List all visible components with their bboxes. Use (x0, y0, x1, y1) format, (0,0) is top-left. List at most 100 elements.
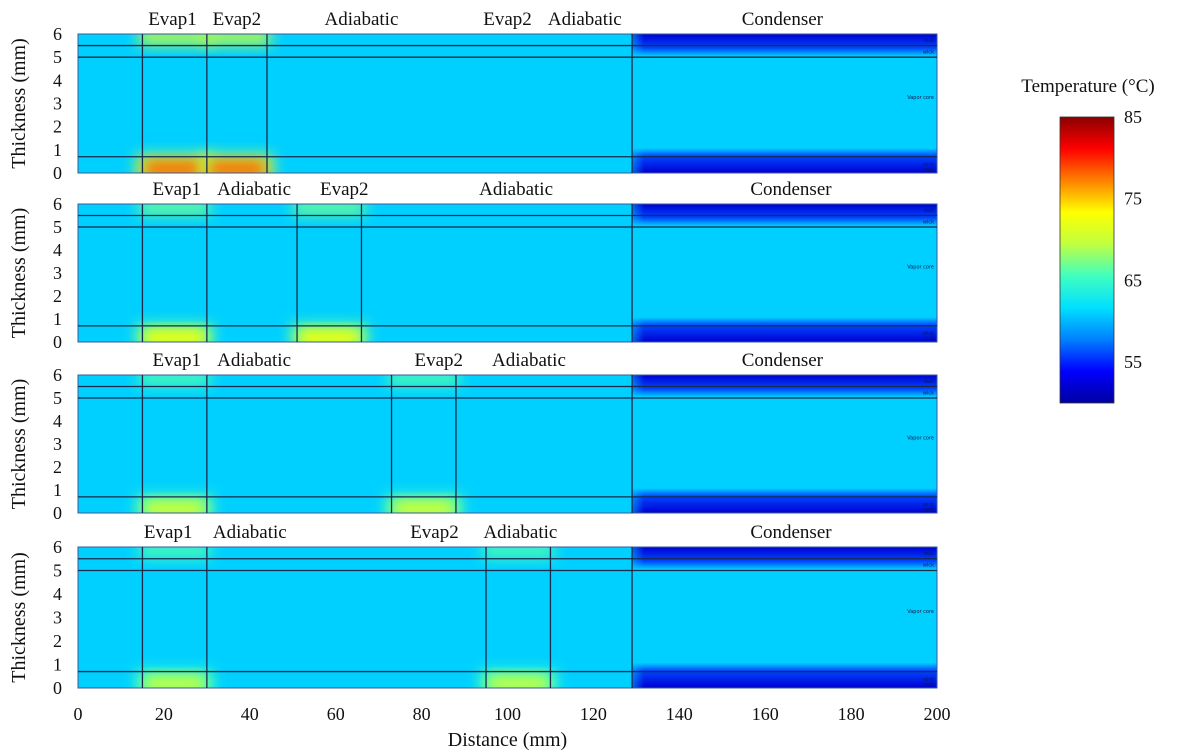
colorbar-tick-labels: 55 65 75 85 (1124, 107, 1142, 372)
zone-label: Adiabatic (217, 350, 291, 371)
condenser-transition (632, 375, 645, 513)
y-tick-label: 1 (53, 480, 62, 500)
region-label-wick-bottom: wick (923, 502, 934, 508)
y-tick-label: 2 (53, 117, 62, 137)
x-tick-label: 20 (155, 704, 173, 724)
condenser-field (632, 547, 937, 688)
y-tick-label: 2 (53, 457, 62, 477)
y-tick-label: 3 (53, 94, 62, 114)
condenser-transition (632, 34, 645, 173)
zone-label: Adiabatic (325, 9, 399, 30)
condenser-transition (632, 204, 645, 342)
y-tick-label: 5 (53, 47, 62, 67)
y-tick-label: 4 (53, 70, 62, 90)
y-tick-label: 5 (53, 388, 62, 408)
y-tick-label: 3 (53, 263, 62, 283)
zone-label: Evap2 (415, 350, 464, 371)
evaporator-hotspot-top (138, 204, 211, 216)
x-tick-label: 120 (580, 704, 607, 724)
y-tick-label: 1 (53, 140, 62, 160)
region-label-wall-top: wall (924, 38, 934, 44)
x-tick-label: 200 (924, 704, 951, 724)
region-label-wick-bottom: wick (923, 331, 934, 337)
zone-label: Adiabatic (213, 522, 287, 543)
region-label-wick-top: wick (923, 219, 934, 225)
colorbar-tick-label: 65 (1124, 270, 1142, 290)
x-tick-label: 40 (241, 704, 259, 724)
y-tick-label: 2 (53, 286, 62, 306)
zone-label: Evap2 (483, 9, 532, 30)
y-tick-label: 5 (53, 217, 62, 237)
region-label-wall-bottom: wall (924, 507, 934, 513)
x-tick-label: 140 (666, 704, 693, 724)
panel-frame (77, 203, 938, 343)
y-tick-label: 6 (53, 24, 62, 44)
y-tick-label: 6 (53, 365, 62, 385)
zone-label: Condenser (742, 9, 824, 30)
y-tick-label: 2 (53, 631, 62, 651)
panel-frame (77, 546, 938, 689)
zone-label: Evap2 (213, 9, 262, 30)
evaporator-hotspot-bottom (299, 329, 360, 342)
region-label-wick-top: wick (923, 390, 934, 396)
region-label-wall-bottom: wall (924, 336, 934, 342)
panel-frame (77, 33, 938, 174)
condenser-field (632, 375, 937, 513)
region-label-wall-bottom: wall (924, 682, 934, 688)
evaporator-hotspot-bottom (393, 500, 454, 513)
evaporator-hotspot-top (202, 34, 271, 46)
region-label-wick-top: wick (923, 49, 934, 55)
zone-label: Evap2 (410, 522, 459, 543)
y-tick-label: 1 (53, 655, 62, 675)
region-label-wall-top: wall (924, 379, 934, 385)
x-tick-label: 80 (413, 704, 431, 724)
panel-frame (77, 374, 938, 514)
condenser-field (632, 204, 937, 342)
y-tick-label: 3 (53, 434, 62, 454)
y-tick-label: 0 (53, 332, 62, 352)
x-tick-label: 0 (74, 704, 83, 724)
region-label-vapor-core: Vapor core (907, 609, 934, 615)
x-tick-label: 100 (494, 704, 521, 724)
y-tick-label: 5 (53, 561, 62, 581)
colorbar-tick-label: 75 (1124, 189, 1142, 209)
evaporator-hotspot-bottom (144, 160, 205, 173)
x-tick-label: 160 (752, 704, 779, 724)
region-label-wick-bottom: wick (923, 677, 934, 683)
y-tick-label: 4 (53, 584, 62, 604)
evaporator-hotspot-bottom (144, 675, 205, 688)
evaporator-hotspot-bottom (144, 500, 205, 513)
zone-label: Adiabatic (548, 9, 622, 30)
zone-label: Adiabatic (483, 522, 557, 543)
region-label-vapor-core: Vapor core (907, 264, 934, 270)
condenser-transition (632, 547, 645, 688)
evaporator-hotspot-top (293, 204, 366, 216)
region-label-vapor-core: Vapor core (907, 435, 934, 441)
evaporator-hotspot-top (138, 547, 211, 559)
x-axis: 0 20 40 60 80 100 120 140 160 180 200 Distance (mm… (74, 704, 951, 751)
y-tick-label: 4 (53, 411, 62, 431)
region-label-wick-bottom: wick (923, 162, 934, 168)
region-label-wall-bottom: wall (924, 167, 934, 173)
zone-label: Evap1 (153, 179, 202, 200)
zone-label: Evap1 (148, 9, 197, 30)
zone-label: Condenser (750, 522, 832, 543)
condenser-field (632, 34, 937, 173)
y-tick-label: 4 (53, 240, 62, 260)
y-axis-title: Thickness (mm) (8, 379, 30, 510)
evaporator-hotspot-top (482, 547, 555, 559)
y-axis-title: Thickness (mm) (8, 552, 30, 683)
zone-label: Evap1 (144, 522, 193, 543)
evaporator-hotspot-top (387, 375, 460, 387)
y-tick-label: 1 (53, 309, 62, 329)
y-tick-label: 0 (53, 678, 62, 698)
x-axis-title: Distance (mm) (448, 729, 567, 751)
evaporator-hotspot-top (138, 375, 211, 387)
evaporator-hotspot-bottom (144, 329, 205, 342)
colorbar-gradient (1059, 116, 1115, 404)
